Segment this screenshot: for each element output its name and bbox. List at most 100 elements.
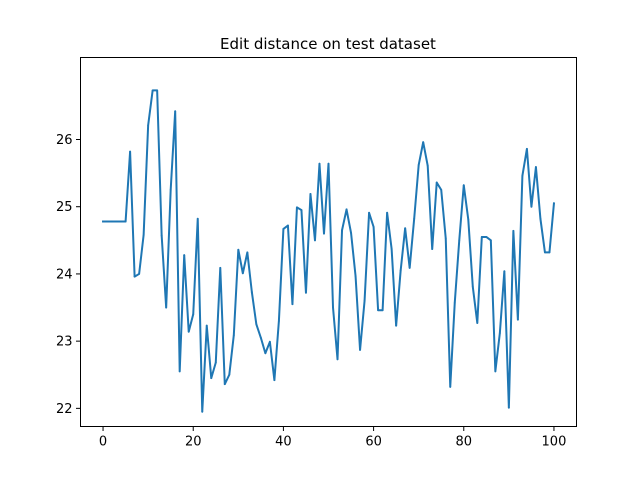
x-tick-label: 60 [365, 435, 382, 450]
x-tick-label: 80 [455, 435, 472, 450]
data-point [300, 209, 303, 211]
data-point [485, 236, 488, 238]
data-point [278, 320, 280, 322]
x-axis: 0 20 40 60 80 100 [99, 426, 567, 450]
y-tick-label: 23 [56, 335, 73, 350]
data-point [174, 110, 177, 113]
data-point [526, 148, 528, 150]
data-point [345, 208, 348, 211]
data-point [336, 358, 339, 361]
data-point [160, 234, 163, 237]
data-point [223, 383, 226, 386]
data-point [115, 220, 118, 223]
data-point [156, 89, 159, 92]
data-point [404, 227, 407, 230]
data-point [210, 377, 213, 380]
plot-area-frame [80, 57, 577, 427]
data-point [426, 164, 429, 167]
x-tick-label: 20 [185, 435, 202, 450]
data-point [214, 361, 217, 364]
chart-title: Edit distance on test dataset [220, 35, 436, 53]
data-point [453, 301, 456, 304]
data-point [498, 332, 501, 334]
data-point [516, 318, 519, 321]
data-point [111, 220, 113, 223]
x-tick-label: 100 [542, 435, 567, 450]
data-point [178, 370, 181, 373]
data-point [318, 162, 321, 165]
data-point [151, 89, 154, 92]
y-axis: 22 23 24 25 26 [56, 133, 81, 417]
data-point [512, 230, 515, 232]
data-point [287, 224, 289, 227]
data-point [368, 211, 370, 214]
data-point [246, 251, 249, 254]
data-point [219, 266, 222, 269]
data-point [381, 309, 384, 312]
data-point [341, 229, 343, 232]
data-point [241, 272, 244, 275]
data-point [296, 206, 298, 209]
data-point [124, 220, 127, 223]
y-tick-label: 25 [56, 200, 73, 215]
data-point [476, 322, 479, 324]
y-tick-label: 24 [56, 267, 73, 282]
x-tick-label: 0 [99, 435, 107, 450]
data-point [205, 324, 208, 327]
data-point [377, 309, 379, 312]
data-point [120, 220, 122, 223]
data-point [489, 239, 492, 242]
data-point [187, 330, 190, 333]
data-point [323, 232, 325, 235]
data-point [521, 174, 524, 177]
data-point [435, 181, 438, 184]
data-point [232, 334, 235, 336]
data-point [390, 248, 393, 250]
data-point [228, 373, 231, 376]
data-point [291, 303, 294, 306]
data-point [467, 218, 470, 221]
plot-layer [102, 89, 556, 413]
data-point [462, 184, 465, 187]
data-point [309, 193, 312, 195]
data-point [282, 227, 285, 230]
data-point [413, 217, 416, 220]
data-point [539, 217, 542, 220]
data-point [169, 189, 172, 191]
data-point [399, 269, 402, 272]
data-point [273, 379, 276, 382]
data-point [471, 285, 474, 288]
data-point [138, 273, 141, 275]
data-point [503, 270, 506, 273]
data-point [386, 211, 389, 214]
data-point [192, 313, 195, 316]
data-point [544, 251, 546, 254]
data-point [431, 248, 434, 250]
data-point [422, 141, 425, 144]
data-point [106, 220, 109, 223]
data-point [395, 324, 398, 327]
data-point [142, 234, 145, 236]
data-point [354, 275, 357, 277]
data-point [255, 323, 258, 326]
data-point [444, 237, 447, 240]
data-point [183, 254, 186, 257]
data-point [196, 217, 199, 220]
data-point [268, 340, 271, 343]
data-point [372, 225, 375, 228]
x-tick-label: 40 [275, 435, 292, 450]
data-point [458, 239, 461, 242]
data-point [259, 336, 262, 339]
data-point [440, 189, 443, 191]
data-point [363, 299, 366, 302]
data-point [327, 162, 330, 165]
data-point [530, 205, 533, 208]
data-point [507, 406, 510, 409]
data-point [359, 348, 361, 351]
data-point [305, 291, 307, 294]
data-point [133, 275, 136, 278]
data-point [553, 202, 555, 205]
data-point [350, 232, 352, 234]
